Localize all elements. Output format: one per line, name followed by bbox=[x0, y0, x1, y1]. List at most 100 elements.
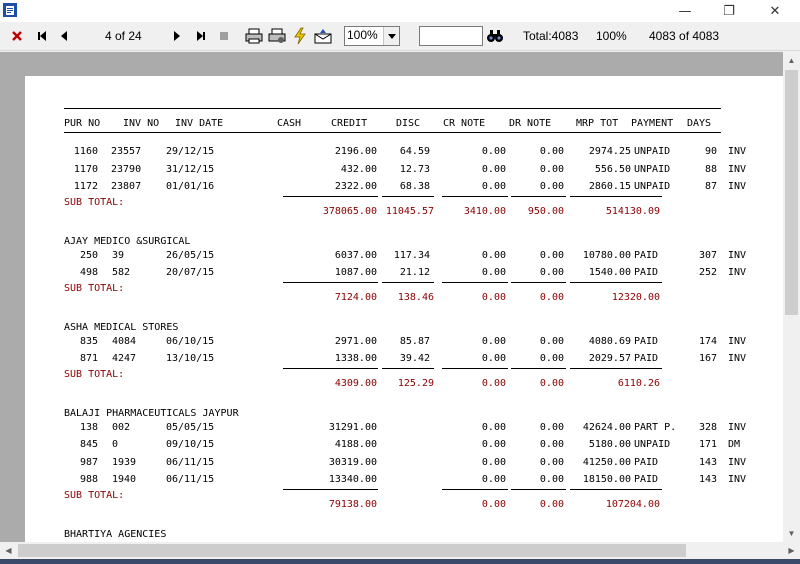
days-cell: 87 bbox=[704, 181, 717, 192]
subtotal-dr-note: 0.00 bbox=[539, 291, 564, 303]
subtotal-label: SUB TOTAL: bbox=[64, 282, 125, 294]
payment-status-cell: PAID bbox=[634, 353, 659, 364]
horizontal-scroll-thumb[interactable] bbox=[18, 544, 686, 557]
send-mail-button[interactable] bbox=[312, 25, 334, 47]
party-name: AJAY MEDICO &SURGICAL bbox=[64, 235, 191, 247]
column-header: PAYMENT bbox=[631, 118, 674, 129]
disc-cell: 64.59 bbox=[399, 146, 430, 157]
days-cell: 171 bbox=[698, 439, 717, 450]
find-button[interactable] bbox=[484, 25, 506, 47]
cr-note-cell: 0.00 bbox=[481, 439, 506, 450]
close-x-icon bbox=[12, 31, 22, 41]
minimize-icon: — bbox=[678, 3, 692, 19]
next-page-button[interactable] bbox=[167, 25, 187, 47]
close-icon: ✕ bbox=[769, 3, 781, 19]
export-button[interactable] bbox=[289, 25, 311, 47]
pur-no-cell: 138 bbox=[79, 421, 98, 433]
subtotal-rule bbox=[382, 195, 434, 197]
subtotal-mrp: 12320.00 bbox=[611, 291, 660, 303]
vertical-scrollbar[interactable]: ▲ ▼ bbox=[783, 52, 800, 542]
scroll-up-icon[interactable]: ▲ bbox=[787, 56, 796, 65]
lightning-icon bbox=[294, 27, 306, 45]
subtotal-dr-note: 0.00 bbox=[539, 377, 564, 389]
app-icon[interactable] bbox=[2, 2, 18, 18]
days-cell: 88 bbox=[704, 163, 717, 175]
pur-no-cell: 250 bbox=[79, 249, 98, 261]
subtotal-rule bbox=[570, 281, 662, 283]
vertical-scroll-thumb[interactable] bbox=[785, 70, 798, 315]
previous-page-button[interactable] bbox=[54, 25, 74, 47]
inv-no-cell: 4084 bbox=[112, 335, 137, 347]
close-window-button[interactable]: ✕ bbox=[752, 0, 798, 22]
mrp-total-cell: 42624.00 bbox=[582, 421, 631, 433]
stop-button[interactable] bbox=[214, 25, 234, 47]
subtotal-rule bbox=[382, 281, 434, 283]
scroll-down-icon[interactable]: ▼ bbox=[787, 529, 796, 538]
doc-type-cell: INV bbox=[728, 181, 747, 192]
subtotal-mrp: 6110.26 bbox=[617, 377, 660, 389]
first-page-button[interactable] bbox=[32, 25, 52, 47]
doc-type-cell: INV bbox=[728, 267, 747, 278]
payment-status-cell: PAID bbox=[634, 249, 659, 261]
cr-note-cell: 0.00 bbox=[481, 181, 506, 192]
cr-note-cell: 0.00 bbox=[481, 421, 506, 433]
report-viewport: PUR NO INV NO INV DATE CASH CREDIT DISC CR NOT… bbox=[0, 52, 783, 542]
subtotal-mrp: 514130.09 bbox=[605, 205, 660, 217]
maximize-button[interactable]: ❐ bbox=[706, 0, 752, 22]
inv-no-cell: 4247 bbox=[112, 353, 137, 364]
payment-status-cell: UNPAID bbox=[634, 439, 671, 450]
pur-no-cell: 845 bbox=[79, 439, 98, 450]
cr-note-cell: 0.00 bbox=[481, 335, 506, 347]
close-report-button[interactable] bbox=[6, 25, 28, 47]
subtotal-disc: 138.46 bbox=[397, 291, 434, 303]
scroll-left-icon[interactable]: ◀ bbox=[5, 546, 12, 555]
doc-type-cell: INV bbox=[728, 249, 747, 261]
zoom-select[interactable]: 100% bbox=[344, 26, 400, 46]
credit-cell: 6037.00 bbox=[334, 249, 377, 261]
inv-date-cell: 09/10/15 bbox=[166, 439, 215, 450]
mrp-total-cell: 18150.00 bbox=[582, 474, 631, 485]
chevron-down-icon[interactable] bbox=[383, 27, 399, 45]
subtotal-rule bbox=[511, 281, 566, 283]
inv-no-cell: 0 bbox=[112, 439, 119, 450]
dr-note-cell: 0.00 bbox=[539, 353, 564, 364]
payment-status-cell: PAID bbox=[634, 335, 659, 347]
pur-no-cell: 1172 bbox=[73, 181, 98, 192]
subtotal-label: SUB TOTAL: bbox=[64, 196, 125, 208]
credit-cell: 13340.00 bbox=[328, 474, 377, 485]
mrp-total-cell: 2860.15 bbox=[588, 181, 631, 192]
horizontal-scrollbar[interactable]: ◀ ▶ bbox=[0, 542, 800, 559]
header-bottom-rule bbox=[64, 132, 721, 133]
inv-no-cell: 23807 bbox=[111, 181, 142, 192]
print-setup-button[interactable] bbox=[266, 25, 288, 47]
print-button[interactable] bbox=[243, 25, 265, 47]
cr-note-cell: 0.00 bbox=[481, 267, 506, 278]
last-page-button[interactable] bbox=[191, 25, 211, 47]
doc-type-cell: INV bbox=[728, 421, 747, 433]
payment-status-cell: PART P. bbox=[634, 421, 677, 433]
pur-no-cell: 871 bbox=[79, 353, 98, 364]
inv-no-cell: 1939 bbox=[112, 456, 137, 468]
disc-cell: 12.73 bbox=[399, 163, 430, 175]
subtotal-label: SUB TOTAL: bbox=[64, 489, 125, 501]
minimize-button[interactable]: — bbox=[662, 0, 708, 22]
record-count-label: 4083 of 4083 bbox=[649, 29, 720, 43]
scroll-right-icon[interactable]: ▶ bbox=[788, 546, 795, 555]
payment-status-cell: PAID bbox=[634, 267, 659, 278]
inv-no-cell: 002 bbox=[112, 421, 131, 433]
inv-date-cell: 20/07/15 bbox=[166, 267, 215, 278]
subtotal-rule bbox=[283, 281, 378, 283]
mrp-total-cell: 2974.25 bbox=[588, 146, 631, 157]
subtotal-rule bbox=[570, 195, 662, 197]
subtotal-rule bbox=[382, 367, 434, 369]
page-indicator: 4 of 24 bbox=[105, 29, 142, 43]
subtotal-credit: 79138.00 bbox=[328, 498, 377, 510]
search-text-input[interactable] bbox=[419, 26, 483, 46]
dr-note-cell: 0.00 bbox=[539, 163, 564, 175]
cr-note-cell: 0.00 bbox=[481, 163, 506, 175]
subtotal-credit: 4309.00 bbox=[334, 377, 377, 389]
subtotal-rule bbox=[283, 195, 378, 197]
doc-type-cell: DM bbox=[728, 439, 741, 450]
subtotal-cr-note: 3410.00 bbox=[463, 205, 506, 217]
total-label: Total:4083 bbox=[523, 29, 579, 43]
